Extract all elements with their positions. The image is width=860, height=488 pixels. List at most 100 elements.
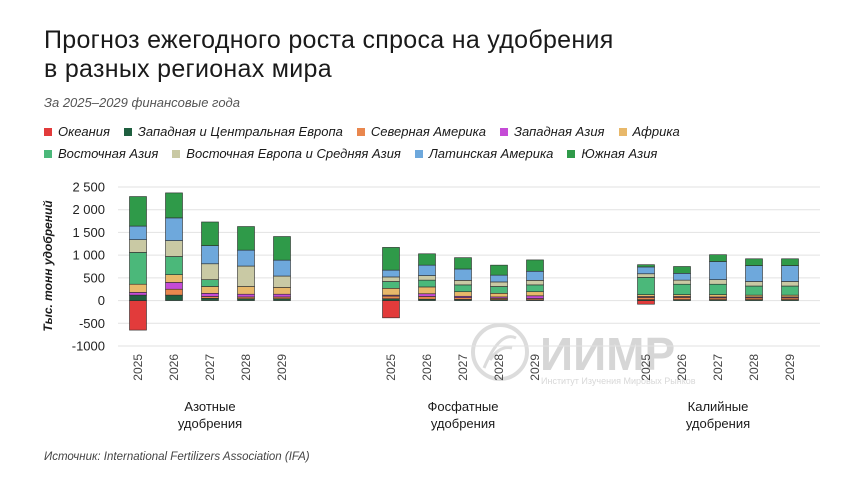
watermark-logo-text: ИИМР — [540, 328, 675, 380]
bar-segment — [637, 266, 655, 275]
bar-segment — [526, 284, 544, 293]
bar-segment — [454, 280, 472, 286]
legend-label: Северная Америка — [370, 124, 487, 139]
bar-segment — [418, 286, 436, 295]
bar-segment — [637, 297, 655, 300]
x-tick-label: 2028 — [239, 354, 253, 381]
chart-title-line-2: в разных регионах мира — [44, 55, 332, 83]
bar-segment — [418, 293, 436, 297]
x-tick-label: 2028 — [492, 354, 506, 381]
bar-segment — [781, 258, 799, 266]
bar-segment — [418, 279, 436, 288]
y-tick-label: -500 — [79, 316, 105, 331]
x-tick-label: 2025 — [131, 354, 145, 381]
legend-row: Восточная Азия Восточная Европа и Средня… — [44, 146, 844, 161]
y-tick-label: 1 500 — [72, 225, 105, 240]
bar-segment — [273, 287, 291, 295]
bar-segment — [382, 281, 400, 289]
x-tick-label: 2026 — [420, 354, 434, 381]
group-label: Калийные — [688, 399, 749, 414]
bar-segment — [745, 258, 763, 266]
bar-segment — [237, 249, 255, 267]
bar-segment — [129, 252, 147, 285]
bar-segment — [273, 259, 291, 277]
y-tick-label: 2 000 — [72, 202, 105, 217]
group-label: Азотные — [184, 399, 235, 414]
bar-segment — [709, 283, 727, 295]
bar-segment — [273, 236, 291, 261]
bar-segment — [237, 286, 255, 295]
bar-segment — [165, 274, 183, 283]
bar-segment — [709, 279, 727, 285]
legend-item: Латинская Америка — [414, 146, 554, 161]
chart-subtitle: За 2025–2029 финансовые года — [44, 95, 240, 110]
bar-segment — [201, 279, 219, 287]
bar-segment — [273, 275, 291, 288]
legend-item: Африка — [618, 124, 680, 139]
bar-segment — [526, 270, 544, 281]
bar-segment — [418, 253, 436, 266]
legend-label: Африка — [632, 124, 680, 139]
x-tick-label: 2027 — [711, 354, 725, 381]
watermark-caption: Институт Изучения Мировых Рынков — [541, 376, 696, 386]
bar-segment — [637, 277, 655, 295]
group-label: Фосфатные — [428, 399, 499, 414]
bar-segment — [129, 196, 147, 227]
legend-swatch — [414, 149, 423, 158]
bar-segment — [454, 268, 472, 281]
y-tick-label: 500 — [83, 270, 105, 285]
bar-segment — [745, 281, 763, 287]
bar-segment — [709, 261, 727, 280]
legend-swatch — [500, 127, 509, 136]
legend-label: Южная Азия — [581, 146, 658, 161]
x-tick-label: 2025 — [384, 354, 398, 381]
legend-label: Океания — [58, 124, 110, 139]
bar-segment — [382, 247, 400, 271]
bar-segment — [418, 296, 436, 300]
y-tick-label: 2 500 — [72, 180, 105, 195]
bar-segment — [637, 273, 655, 278]
legend-label: Латинская Америка — [428, 146, 554, 161]
bar-segment — [490, 281, 508, 287]
bar-segment — [490, 286, 508, 294]
bar-segment — [382, 300, 400, 319]
x-tick-label: 2027 — [456, 354, 470, 381]
bar-segment — [673, 297, 691, 300]
bar-segment — [418, 275, 436, 281]
legend: Океания Западная и Центральная Европа Се… — [44, 124, 844, 168]
group-label: удобрения — [431, 416, 495, 431]
bar-segment — [237, 265, 255, 287]
bar-segment — [454, 284, 472, 293]
x-axis-ticks: 2025 2026 2027 2028 2029 2025 2026 2027 2028 2029… — [131, 354, 797, 381]
chart-title-line-1: Прогноз ежегодного роста спроса на удобр… — [44, 26, 614, 54]
legend-swatch — [172, 149, 181, 158]
bar-segment — [637, 300, 655, 305]
legend-swatch — [356, 127, 365, 136]
x-tick-label: 2029 — [783, 354, 797, 381]
bar-segment — [129, 292, 147, 296]
legend-item: Западная Азия — [500, 124, 605, 139]
source-note: Источник: International Fertilizers Asso… — [44, 451, 310, 463]
bar-segment — [165, 282, 183, 290]
bar-segment — [709, 294, 727, 298]
legend-label: Западная Азия — [514, 124, 605, 139]
legend-item: Западная и Центральная Европа — [123, 124, 343, 139]
bars — [129, 192, 799, 331]
bar-segment — [418, 264, 436, 276]
y-tick-label: 1 000 — [72, 248, 105, 263]
legend-swatch — [123, 127, 132, 136]
x-tick-label: 2029 — [275, 354, 289, 381]
bar-segment — [237, 226, 255, 251]
x-tick-label: 2029 — [528, 354, 542, 381]
legend-item: Южная Азия — [567, 146, 657, 161]
bar-segment — [454, 291, 472, 297]
bar-segment — [526, 291, 544, 297]
legend-item: Восточная Азия — [44, 146, 158, 161]
x-tick-label: 2026 — [675, 354, 689, 381]
legend-swatch — [44, 149, 52, 158]
y-tick-label: -1000 — [72, 339, 105, 354]
group-label: удобрения — [178, 416, 242, 431]
bar-segment — [129, 294, 147, 301]
bar-segment — [382, 288, 400, 296]
